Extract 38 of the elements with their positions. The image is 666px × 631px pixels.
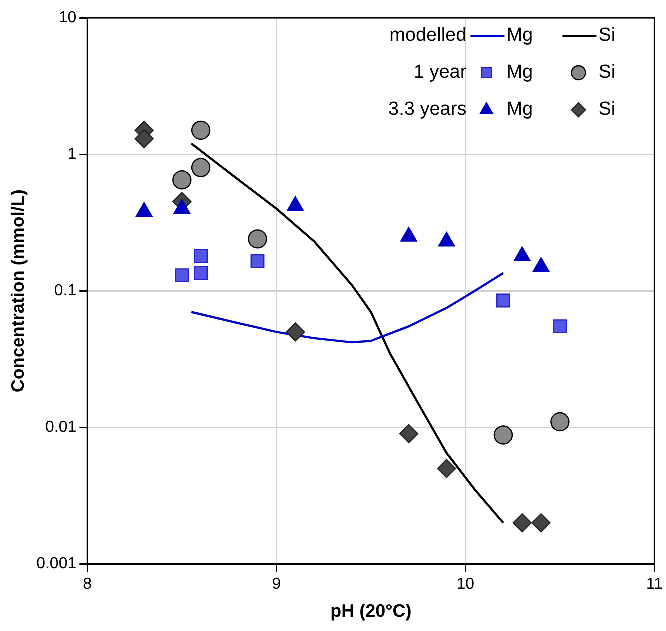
point	[134, 129, 154, 149]
point	[399, 424, 419, 444]
y-axis-title: Concentration (mmol/L)	[8, 190, 28, 393]
x-tick-label: 11	[646, 576, 664, 594]
point	[553, 320, 568, 334]
annotation: 1 year	[414, 62, 468, 84]
point	[532, 513, 551, 533]
y-tick-label: 0.001	[36, 556, 77, 573]
point	[175, 268, 190, 283]
point	[194, 266, 208, 280]
y-tick-label: 10	[58, 9, 77, 26]
y-tick-label: 0.01	[46, 419, 77, 436]
annotation: modelled	[390, 25, 467, 46]
legend-label: Mg	[506, 62, 534, 84]
x-tick-label: 9	[272, 576, 282, 594]
point	[494, 426, 514, 445]
point	[191, 120, 211, 140]
legend-label: Mg	[506, 99, 534, 120]
legend-label: Si	[598, 62, 616, 84]
point	[194, 249, 208, 264]
point	[286, 322, 306, 342]
point	[250, 254, 265, 268]
legend-label: Si	[598, 99, 616, 120]
legend-label: Si	[598, 25, 616, 46]
x-tick-label: 8	[83, 576, 92, 594]
point	[512, 513, 532, 533]
point	[172, 170, 192, 190]
x-tick-label: 10	[456, 576, 475, 594]
point	[248, 230, 268, 249]
point	[496, 294, 510, 308]
annotation: 3.3 years	[388, 99, 467, 120]
y-tick-label: 0.1	[54, 282, 77, 300]
legend-label: Mg	[506, 25, 534, 46]
y-tick-label: 1	[68, 146, 77, 163]
point	[437, 459, 456, 478]
point	[191, 158, 211, 178]
point	[550, 412, 570, 432]
x-axis-title: pH (20°C)	[330, 601, 412, 622]
